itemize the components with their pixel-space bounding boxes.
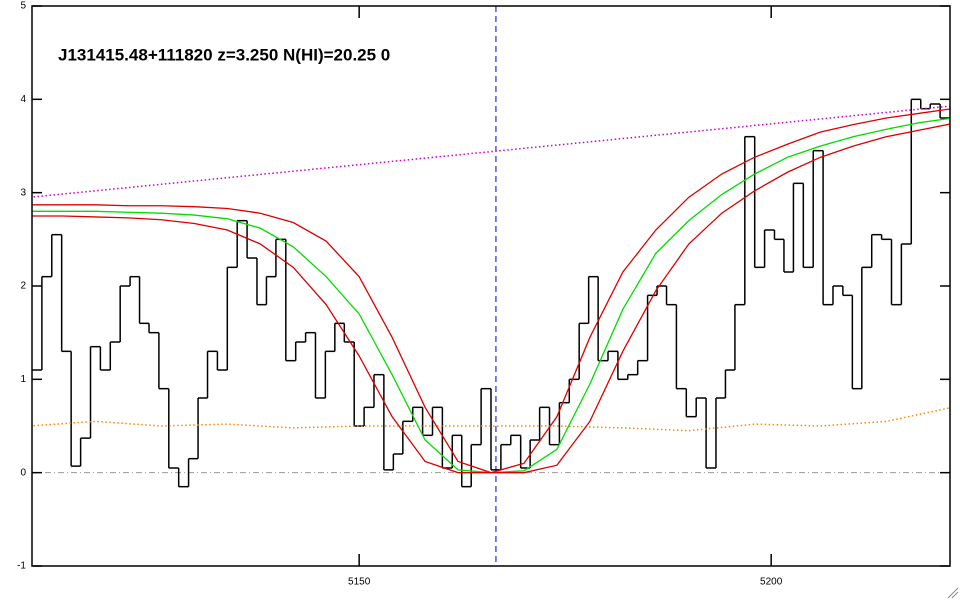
- y-tick-label: 5: [20, 1, 26, 12]
- y-tick-label: 4: [20, 94, 26, 105]
- chart-title: J131415.48+111820 z=3.250 N(HI)=20.25 0: [58, 45, 390, 64]
- y-tick-label: -1: [17, 561, 26, 572]
- model-lower-line: [32, 123, 950, 474]
- continuum-line: [32, 105, 950, 198]
- y-tick-label: 0: [20, 467, 26, 478]
- y-tick-label: 1: [20, 374, 26, 385]
- plot-area: [32, 6, 950, 566]
- y-tick-label: 3: [20, 187, 26, 198]
- x-tick-label: 5200: [760, 577, 783, 588]
- x-tick-label: 5150: [348, 577, 371, 588]
- y-tick-label: 2: [20, 281, 26, 292]
- resize-handle: [947, 587, 959, 599]
